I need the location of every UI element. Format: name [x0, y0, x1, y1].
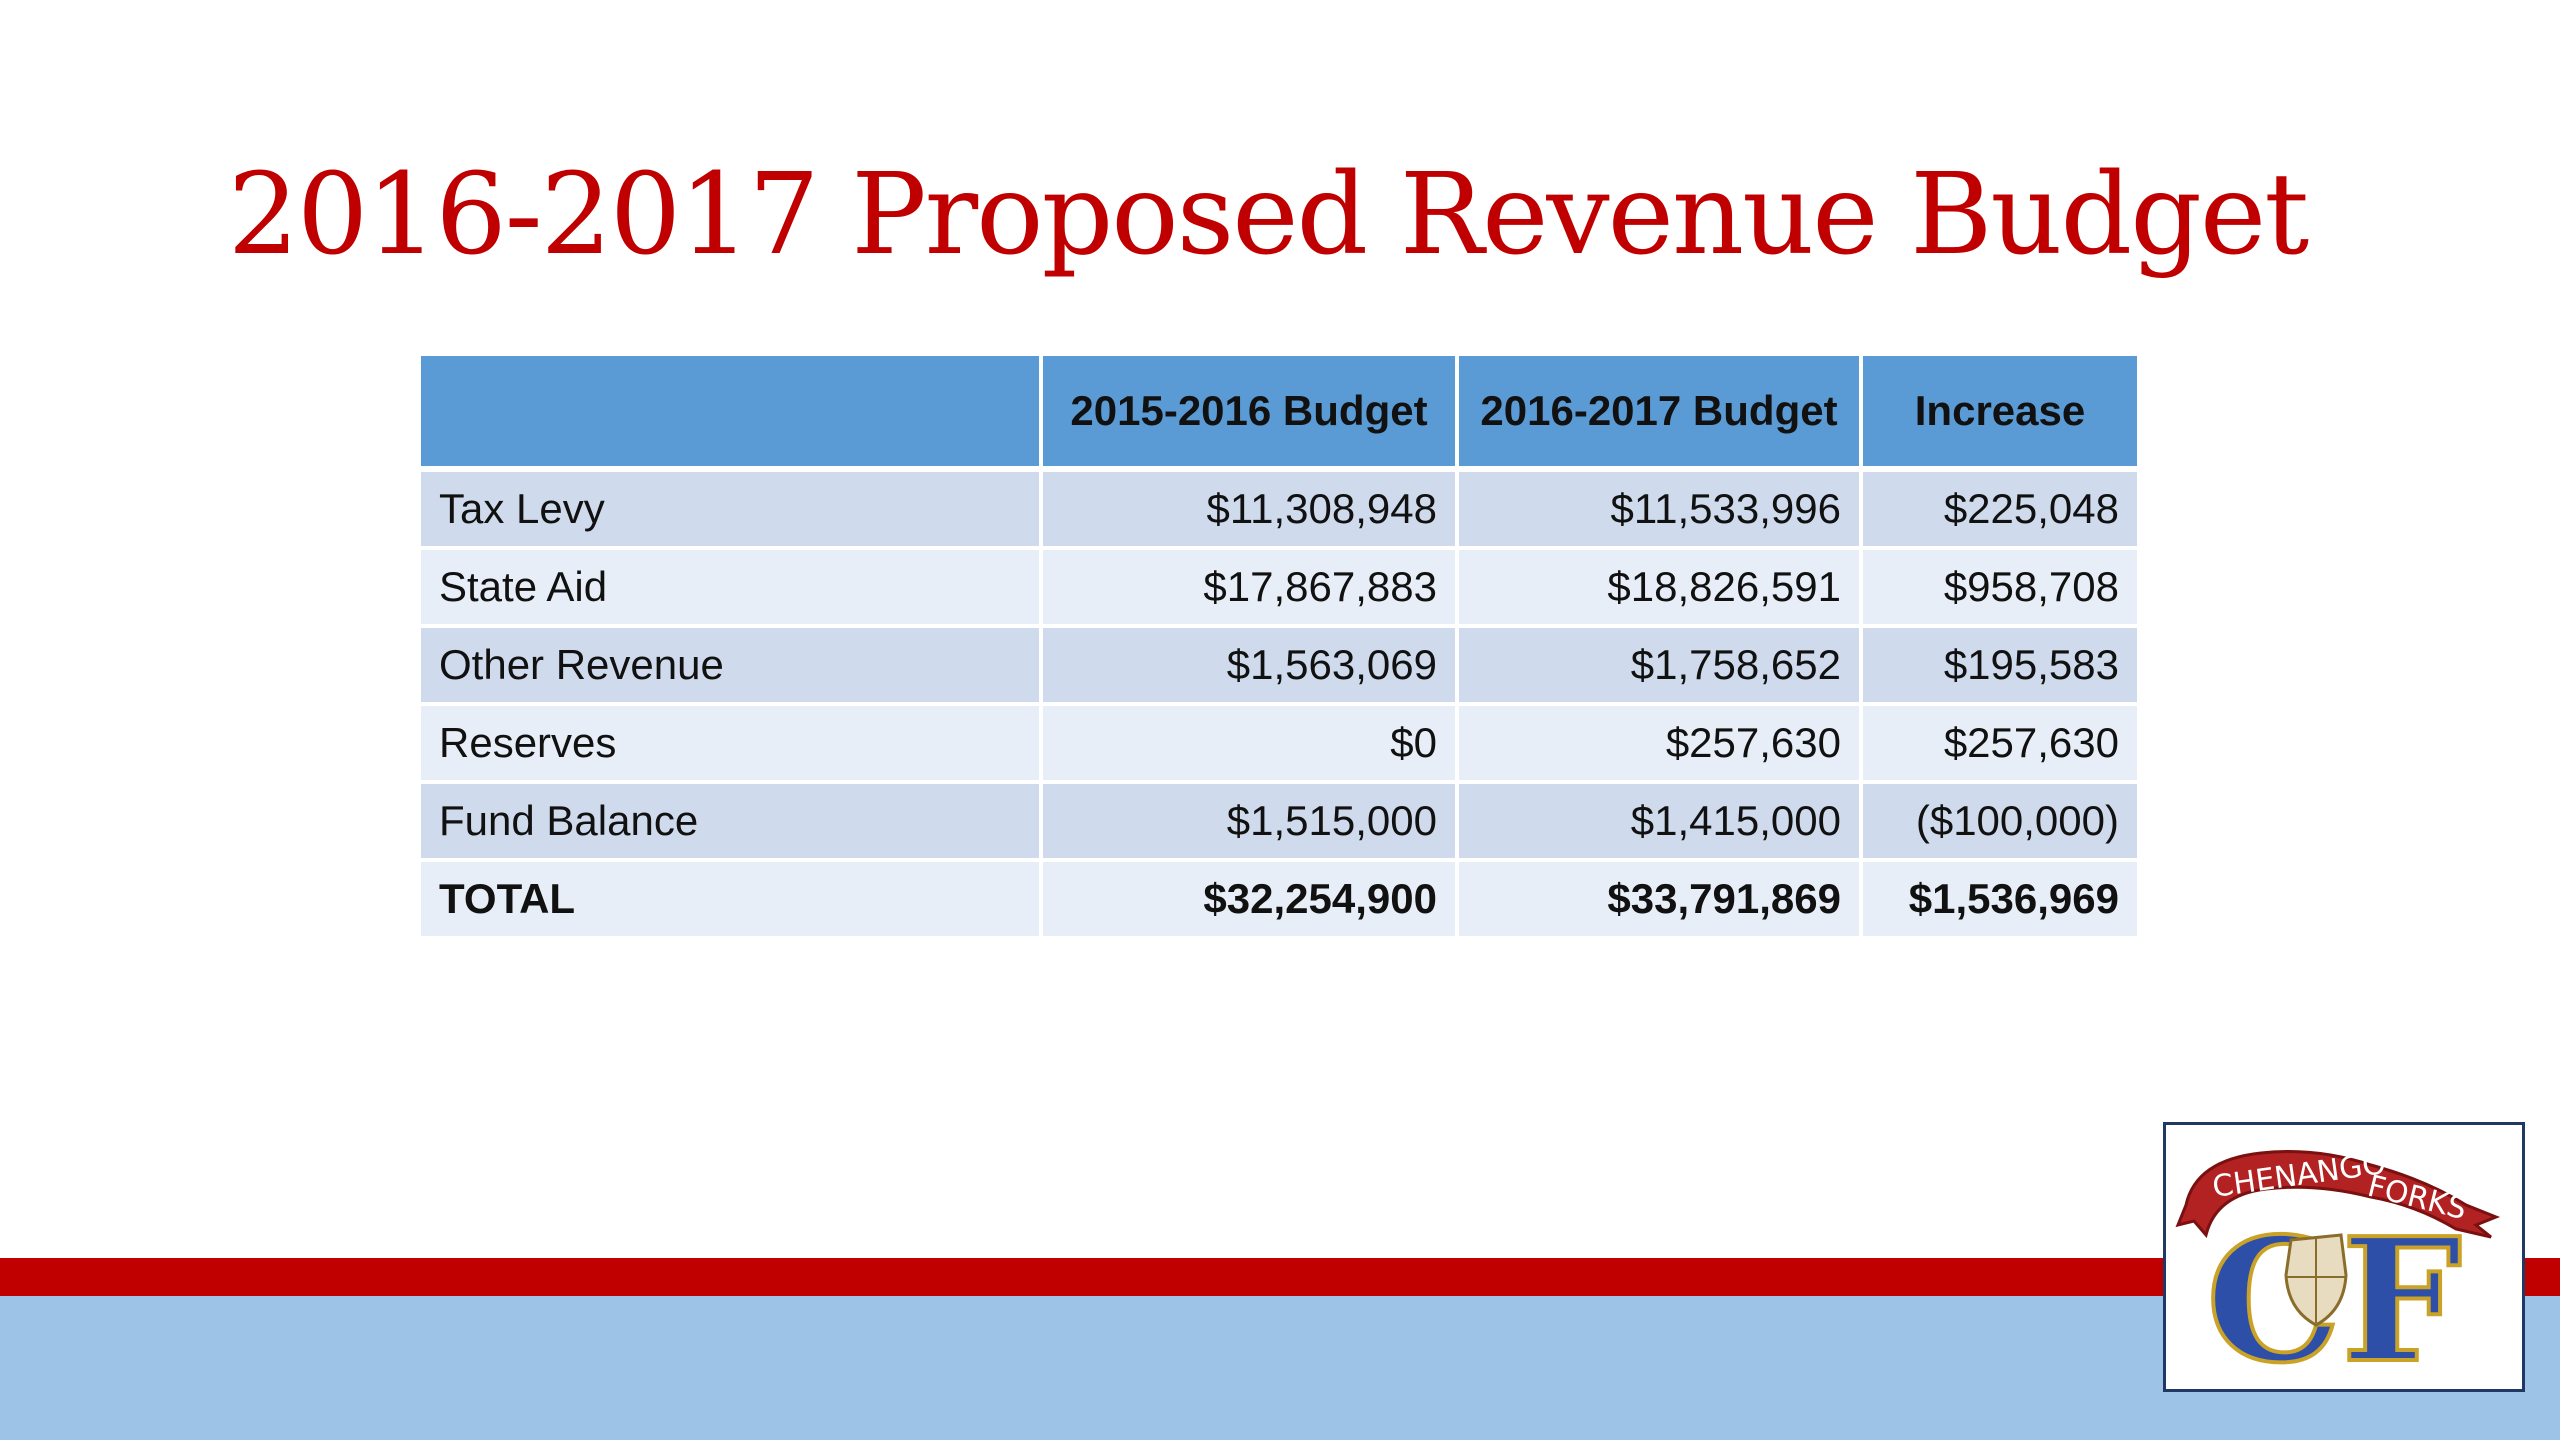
row-label: Other Revenue [421, 626, 1043, 706]
row-label: Reserves [421, 704, 1043, 784]
school-logo: CHENANGO FORKS CF [2163, 1122, 2525, 1392]
total-2015-2016: $32,254,900 [1041, 860, 1459, 940]
table-row: State Aid $17,867,883 $18,826,591 $958,7… [421, 548, 2137, 628]
row-label: Fund Balance [421, 782, 1043, 862]
header-cell-blank [421, 356, 1043, 472]
cell-2015-2016: $0 [1041, 704, 1459, 784]
header-cell-increase: Increase [1861, 356, 2137, 472]
cell-2015-2016: $1,563,069 [1041, 626, 1459, 706]
cell-2016-2017: $1,758,652 [1457, 626, 1863, 706]
header-cell-2015-2016-budget: 2015-2016 Budget [1041, 356, 1459, 472]
cell-2016-2017: $11,533,996 [1457, 469, 1863, 550]
cell-2016-2017: $1,415,000 [1457, 782, 1863, 862]
cell-increase: $195,583 [1861, 626, 2137, 706]
cell-2016-2017: $18,826,591 [1457, 548, 1863, 628]
cell-increase: $257,630 [1861, 704, 2137, 784]
total-2016-2017: $33,791,869 [1457, 860, 1863, 940]
table-total-row: TOTAL $32,254,900 $33,791,869 $1,536,969 [421, 860, 2137, 940]
cell-2015-2016: $17,867,883 [1041, 548, 1459, 628]
banner-ribbon [2175, 1150, 2501, 1239]
row-label: Tax Levy [421, 469, 1043, 550]
cell-increase: $225,048 [1861, 469, 2137, 550]
slide-title: 2016-2017 Proposed Revenue Budget [227, 150, 2309, 280]
cell-2015-2016: $11,308,948 [1041, 469, 1459, 550]
table-row: Other Revenue $1,563,069 $1,758,652 $195… [421, 626, 2137, 706]
footer-blue-band [0, 1296, 2560, 1440]
total-increase: $1,536,969 [1861, 860, 2137, 940]
table-row: Reserves $0 $257,630 $257,630 [421, 704, 2137, 784]
footer-red-band [0, 1258, 2560, 1296]
total-label: TOTAL [421, 860, 1043, 940]
header-cell-2016-2017-budget: 2016-2017 Budget [1457, 356, 1863, 472]
row-label: State Aid [421, 548, 1043, 628]
cell-2015-2016: $1,515,000 [1041, 782, 1459, 862]
revenue-budget-table: 2015-2016 Budget 2016-2017 Budget Increa… [421, 356, 2137, 940]
cell-increase: ($100,000) [1861, 782, 2137, 862]
cell-increase: $958,708 [1861, 548, 2137, 628]
cell-2016-2017: $257,630 [1457, 704, 1863, 784]
table-row: Fund Balance $1,515,000 $1,415,000 ($100… [421, 782, 2137, 862]
table-row: Tax Levy $11,308,948 $11,533,996 $225,04… [421, 469, 2137, 550]
table-header-row: 2015-2016 Budget 2016-2017 Budget Increa… [421, 356, 2137, 472]
logo-graphic: CHENANGO FORKS CF [2175, 1146, 2501, 1389]
